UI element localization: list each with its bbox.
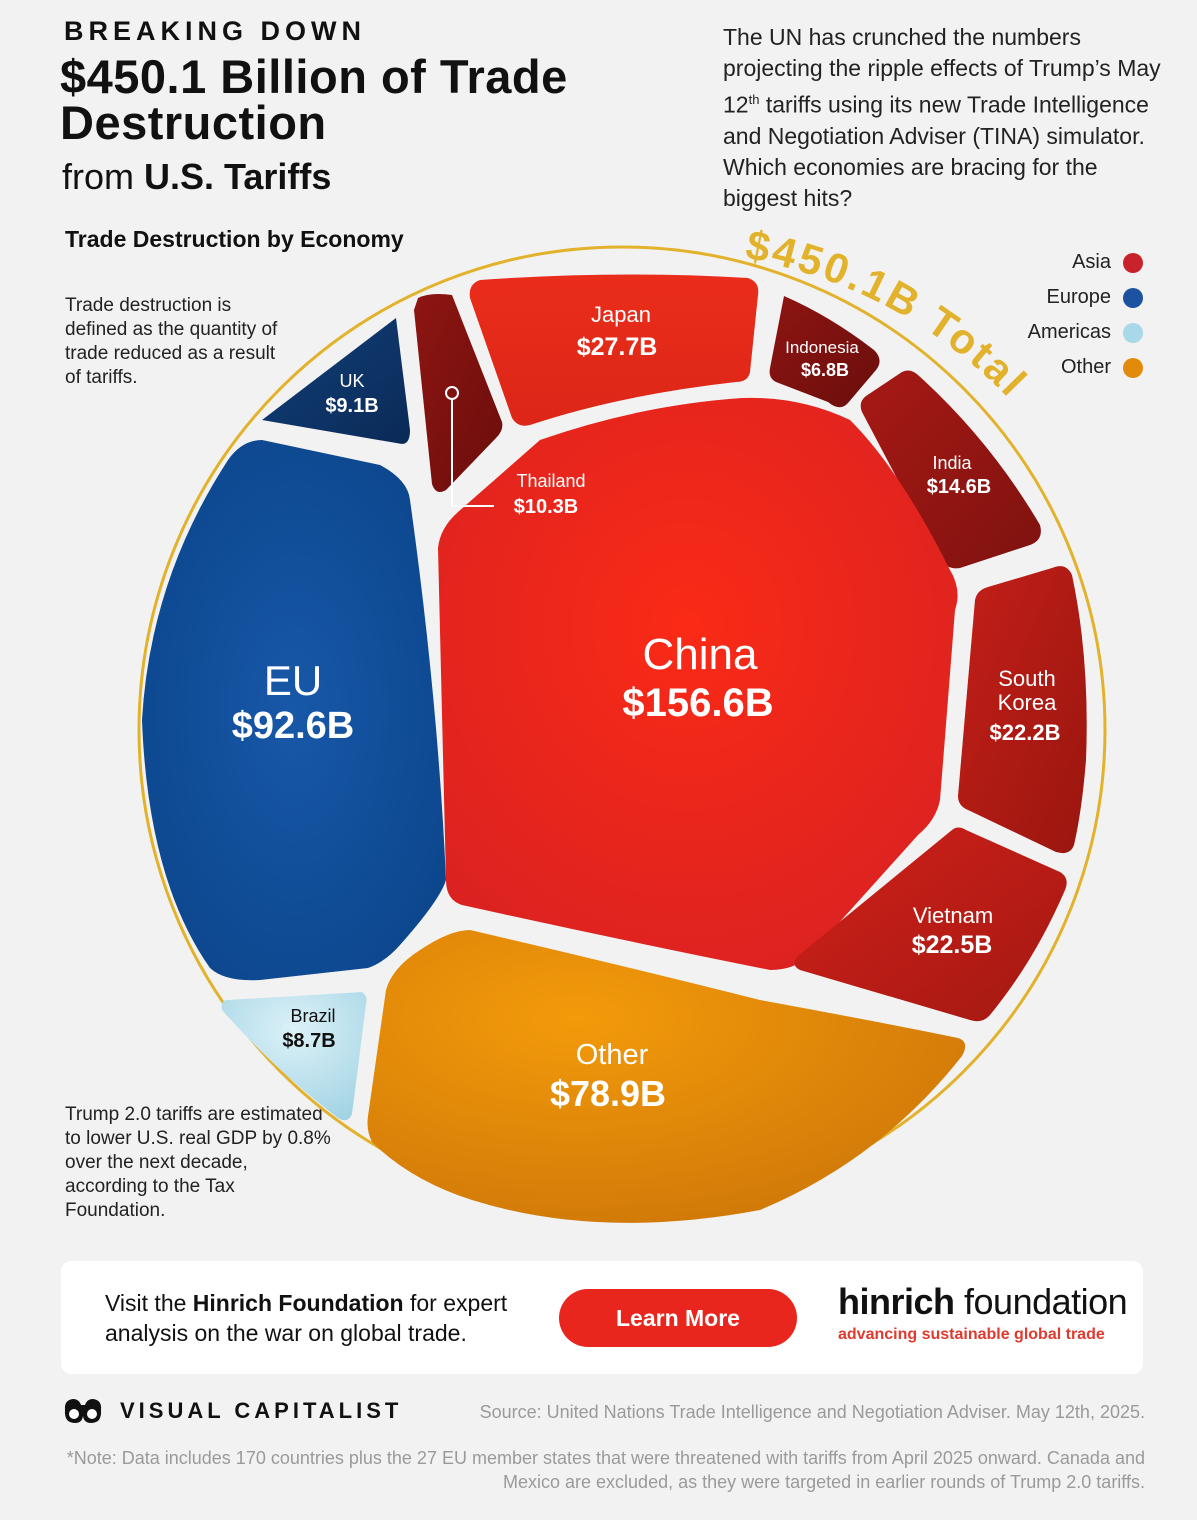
cell-brazil bbox=[221, 992, 367, 1121]
intro-superscript: th bbox=[748, 92, 760, 107]
indonesia-value: $6.8B bbox=[801, 360, 849, 380]
indonesia-name: Indonesia bbox=[785, 338, 859, 357]
intro-part-2: tariffs using its new Trade Intelligence… bbox=[723, 91, 1149, 211]
callout-line bbox=[451, 399, 494, 507]
gdp-note: Trump 2.0 tariffs are estimated to lower… bbox=[65, 1104, 331, 1221]
hinrich-tagline: advancing sustainable global trade bbox=[838, 1326, 1105, 1343]
legend-dot bbox=[1123, 357, 1143, 378]
brazil-value: $8.7B bbox=[282, 1030, 335, 1052]
uk-value: $9.1B bbox=[325, 395, 378, 417]
cell-south-korea bbox=[958, 566, 1087, 854]
kicker: BREAKING DOWN bbox=[64, 16, 366, 46]
uk-name: UK bbox=[339, 371, 364, 391]
vietnam-value: $22.5B bbox=[912, 931, 993, 959]
chart-heading: Trade Destruction by Economy bbox=[65, 226, 404, 252]
legend-label: Americas bbox=[1027, 321, 1111, 343]
legend-item-europe: Europe bbox=[1028, 280, 1143, 315]
india-value: $14.6B bbox=[927, 476, 992, 498]
brand-name: VISUAL CAPITALIST bbox=[120, 1398, 403, 1423]
cta-text: Visit the Hinrich Foundation for expert … bbox=[105, 1288, 545, 1348]
hinrich-logo[interactable]: hinrich foundation bbox=[838, 1281, 1128, 1323]
hinrich-logo-bold: hinrich bbox=[838, 1281, 955, 1322]
south-korea-value: $22.2B bbox=[990, 720, 1061, 745]
legend-dot bbox=[1123, 322, 1143, 343]
cell-other bbox=[367, 930, 966, 1223]
subtitle-prefix: from bbox=[62, 156, 145, 197]
cta-text-post: for expert analysis on the war on global… bbox=[105, 1290, 508, 1346]
hinrich-logo-rest: foundation bbox=[954, 1281, 1128, 1322]
legend-label: Asia bbox=[1072, 251, 1111, 273]
cta-banner: Visit the Hinrich Foundation for expert … bbox=[61, 1261, 1143, 1374]
japan-value: $27.7B bbox=[577, 333, 658, 361]
learn-more-button[interactable]: Learn More bbox=[559, 1289, 797, 1347]
cell-india bbox=[860, 370, 1041, 569]
legend-item-americas: Americas bbox=[1028, 315, 1143, 350]
china-name: China bbox=[643, 630, 758, 679]
intro-text: The UN has crunched the numbers projecti… bbox=[723, 22, 1163, 214]
cell-china bbox=[438, 397, 958, 970]
page-title: $450.1 Billion of Trade Destruction bbox=[60, 50, 568, 149]
legend-item-other: Other bbox=[1028, 350, 1143, 385]
binoculars-icon bbox=[64, 1399, 102, 1423]
cell-uk bbox=[262, 318, 410, 444]
cta-text-bold: Hinrich Foundation bbox=[192, 1290, 404, 1316]
vietnam-name: Vietnam bbox=[913, 903, 993, 928]
japan-name: Japan bbox=[591, 302, 651, 327]
other-name: Other bbox=[576, 1039, 649, 1071]
south-korea-name-2: Korea bbox=[998, 690, 1057, 715]
subtitle-bold: U.S. Tariffs bbox=[144, 156, 332, 197]
brazil-name: Brazil bbox=[290, 1006, 335, 1026]
eu-name: EU bbox=[264, 657, 322, 704]
legend-dot bbox=[1123, 287, 1143, 308]
india-name: India bbox=[932, 453, 972, 473]
page-subtitle: from U.S. Tariffs bbox=[62, 156, 331, 198]
visual-capitalist-brand[interactable]: VISUAL CAPITALIST bbox=[62, 1396, 402, 1426]
legend: Asia Europe Americas Other bbox=[1028, 245, 1143, 385]
cta-text-pre: Visit the bbox=[105, 1290, 193, 1316]
cell-eu bbox=[142, 440, 446, 981]
footnote: *Note: Data includes 170 countries plus … bbox=[66, 1448, 1145, 1492]
definition-text: Trade destruction is defined as the quan… bbox=[65, 295, 278, 388]
legend-label: Other bbox=[1060, 356, 1111, 378]
legend-label: Europe bbox=[1046, 286, 1112, 308]
cell-indonesia bbox=[769, 296, 880, 408]
thailand-name: Thailand bbox=[516, 471, 585, 491]
legend-item-asia: Asia bbox=[1028, 245, 1143, 280]
cell-vietnam bbox=[794, 827, 1067, 1022]
voronoi-chart: $450.1B Total China $156.6B EU $92.6B Ot… bbox=[137, 221, 1107, 1223]
other-value: $78.9B bbox=[550, 1073, 666, 1114]
thailand-callout bbox=[445, 386, 494, 507]
eu-value: $92.6B bbox=[232, 705, 355, 747]
intro-part-1: The UN has crunched the numbers projecti… bbox=[723, 24, 1161, 118]
thailand-value: $10.3B bbox=[514, 496, 579, 518]
south-korea-name-1: South bbox=[998, 666, 1056, 691]
source-text: Source: United Nations Trade Intelligenc… bbox=[479, 1402, 1145, 1422]
cell-japan bbox=[469, 274, 759, 426]
legend-dot bbox=[1123, 252, 1143, 273]
china-value: $156.6B bbox=[622, 681, 773, 725]
